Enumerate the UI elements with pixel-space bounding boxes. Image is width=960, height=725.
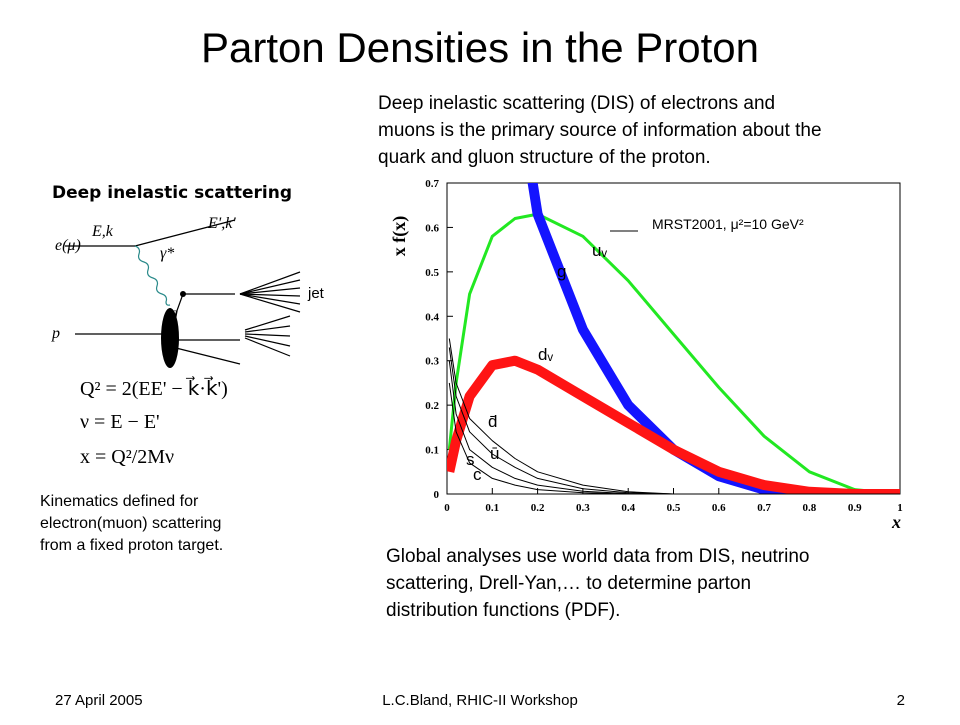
curve xyxy=(447,212,900,494)
legend-text: MRST2001, μ²=10 GeV² xyxy=(652,216,804,232)
curve-label: s xyxy=(466,450,475,469)
intro: Deep inelastic scattering (DIS) of elect… xyxy=(378,93,822,168)
x-tick-label: 0.2 xyxy=(531,502,545,514)
x-tick-label: 0.9 xyxy=(848,502,862,514)
text-line: electron(muon) scattering xyxy=(40,515,221,532)
footer-center: L.C.Bland, RHIC-II Workshop xyxy=(382,692,578,709)
formula: x = Q²/2Mν xyxy=(80,446,174,468)
y-tick-label: 0.7 xyxy=(425,178,439,190)
formula: ν = E − E' xyxy=(80,411,160,433)
curve xyxy=(447,355,900,494)
diagram-label: e(μ) xyxy=(55,237,81,254)
x-tick-label: 0.1 xyxy=(485,502,499,514)
diagram-heading: Deep inelastic scattering xyxy=(52,183,292,203)
y-tick-label: 0.6 xyxy=(425,222,439,234)
x-tick-label: 0.5 xyxy=(667,502,681,514)
diagram-label: E,k xyxy=(91,223,114,240)
diagram-label: E',k' xyxy=(207,215,236,232)
y-tick-label: 0.1 xyxy=(425,445,439,457)
x-axis-label: x xyxy=(891,512,901,532)
formula: Q² = 2(EE' − k⃗·k⃗') xyxy=(80,375,228,400)
text-line: distribution functions (PDF). xyxy=(386,600,620,621)
diagram-label: q xyxy=(170,305,178,322)
outro: Global analyses use world data from DIS,… xyxy=(386,546,810,621)
title: Parton Densities in the Proton xyxy=(201,24,759,71)
diagram-label: γ* xyxy=(160,245,174,262)
x-tick-label: 0.7 xyxy=(757,502,771,514)
text-line: scattering, Drell-Yan,… to determine par… xyxy=(386,573,751,594)
y-tick-label: 0.5 xyxy=(425,267,439,279)
y-tick-label: 0 xyxy=(434,489,440,501)
y-axis-label: x f(x) xyxy=(389,216,410,256)
y-tick-label: 0.3 xyxy=(425,356,439,368)
curve-label: uᵥ xyxy=(592,241,607,260)
curve xyxy=(448,347,900,494)
proton-blob xyxy=(161,308,179,368)
text-line: muons is the primary source of informati… xyxy=(378,120,822,141)
text-line: from a fixed proton target. xyxy=(40,537,223,554)
text-line: quark and gluon structure of the proton. xyxy=(378,147,711,168)
diagram-label: p xyxy=(51,325,60,342)
x-tick-label: 0.4 xyxy=(621,502,635,514)
y-tick-label: 0.2 xyxy=(425,400,439,412)
x-tick-label: 0.8 xyxy=(803,502,817,514)
curve xyxy=(448,382,900,494)
chart: 0 0.1 0.2 0.3 0.4 0.5 0.6 0.7 0.8 0.9 1 0 0.1 0.2 0.3 0… xyxy=(389,178,903,532)
x-tick-label: 1 xyxy=(897,502,903,514)
text-line: Deep inelastic scattering (DIS) of elect… xyxy=(378,93,775,114)
diagram-label: jet xyxy=(307,285,325,302)
x-tick-label: 0 xyxy=(444,502,450,514)
x-tick-label: 0.3 xyxy=(576,502,590,514)
curve-label: c xyxy=(473,465,482,484)
curve-label: dᵥ xyxy=(538,345,553,364)
text-line: Kinematics defined for xyxy=(40,493,199,510)
x-tick-label: 0.6 xyxy=(712,502,726,514)
diagram-lines xyxy=(65,219,301,365)
curve xyxy=(448,360,900,494)
page-number: 2 xyxy=(897,692,905,709)
text-line: Global analyses use world data from DIS,… xyxy=(386,546,810,567)
vertex xyxy=(180,291,186,297)
curve xyxy=(448,338,900,494)
curve-label: ū xyxy=(490,444,499,463)
caption: Kinematics defined for electron(muon) sca… xyxy=(40,493,223,554)
curves xyxy=(447,183,900,494)
curve-label: g xyxy=(557,262,566,281)
y-tick-label: 0.4 xyxy=(425,311,439,323)
curve-label: d̄ xyxy=(488,412,497,431)
footer-date: 27 April 2005 xyxy=(55,692,143,709)
